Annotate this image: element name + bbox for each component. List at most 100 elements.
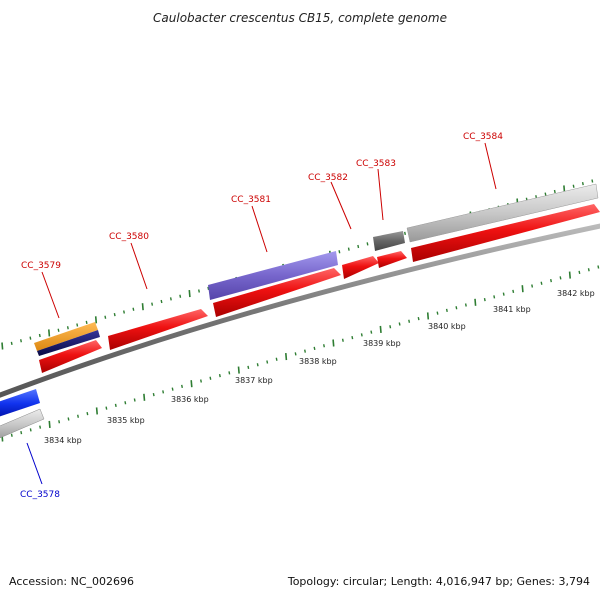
reverse-minor-tick xyxy=(10,433,13,437)
forward-minor-tick xyxy=(160,299,163,304)
reverse-minor-tick xyxy=(370,330,373,334)
label-line-cc3578 xyxy=(26,442,43,485)
gene-label-cc3583[interactable]: CC_3583 xyxy=(356,159,396,169)
reverse-major-tick xyxy=(237,366,240,374)
label-line-cc3579 xyxy=(41,271,60,319)
forward-minor-tick xyxy=(20,339,22,343)
gene-label-cc3581[interactable]: CC_3581 xyxy=(231,195,271,205)
reverse-minor-tick xyxy=(587,268,590,272)
genome-summary-text: Topology: circular; Length: 4,016,947 bp… xyxy=(287,575,590,588)
forward-major-tick xyxy=(188,290,191,298)
gene-block-cc3583-cds[interactable] xyxy=(377,251,407,268)
ruler-label-3840: 3840 kbp xyxy=(428,322,466,331)
forward-minor-tick xyxy=(179,294,182,298)
label-line-cc3581 xyxy=(251,205,268,253)
forward-major-tick xyxy=(94,316,98,324)
reverse-minor-tick xyxy=(550,278,552,283)
forward-minor-tick xyxy=(366,242,369,246)
gene-label-cc3584[interactable]: CC_3584 xyxy=(463,132,503,142)
genome-backbone xyxy=(0,223,600,398)
forward-minor-tick xyxy=(553,189,556,194)
reverse-major-tick xyxy=(568,271,571,279)
reverse-minor-tick xyxy=(124,401,127,405)
gene-label-cc3582[interactable]: CC_3582 xyxy=(308,173,348,183)
forward-minor-tick xyxy=(123,310,125,314)
gene-block-cc3578-blue[interactable] xyxy=(0,389,40,418)
ruler-label-3842: 3842 kbp xyxy=(557,289,595,298)
forward-minor-tick xyxy=(347,247,350,251)
gene-block-cc3580-cds[interactable] xyxy=(108,309,208,350)
forward-minor-tick xyxy=(104,315,107,319)
forward-major-tick xyxy=(48,329,51,337)
reverse-major-tick xyxy=(521,285,524,293)
gene-block-cc3581-cds[interactable] xyxy=(213,268,341,317)
forward-minor-tick xyxy=(151,302,154,306)
reverse-minor-tick xyxy=(29,428,32,432)
reverse-minor-tick xyxy=(228,371,231,375)
label-line-cc3582 xyxy=(330,181,352,230)
forward-minor-tick xyxy=(357,244,360,249)
reverse-minor-tick xyxy=(351,335,354,340)
reverse-minor-tick xyxy=(502,292,505,296)
forward-minor-tick xyxy=(169,297,172,301)
map-title: Caulobacter crescentus CB15, complete ge… xyxy=(153,11,447,25)
ruler-label-3837: 3837 kbp xyxy=(235,376,273,385)
forward-minor-tick xyxy=(544,192,547,196)
gene-label-cc3578[interactable]: CC_3578 xyxy=(20,490,60,500)
reverse-major-tick xyxy=(285,353,288,361)
gene-block-cc3584-gray[interactable] xyxy=(406,183,599,243)
gene-block-cc3578-gray[interactable] xyxy=(0,408,45,440)
ruler-label-3838: 3838 kbp xyxy=(299,357,337,366)
forward-minor-tick xyxy=(57,328,60,332)
forward-minor-tick xyxy=(591,179,594,183)
reverse-minor-tick xyxy=(341,338,344,342)
gene-block-cc3582-cds[interactable] xyxy=(342,256,379,279)
forward-major-tick xyxy=(1,342,4,350)
reverse-minor-tick xyxy=(455,306,458,310)
gene-label-cc3580[interactable]: CC_3580 xyxy=(109,232,149,242)
label-line-cc3580 xyxy=(130,242,148,290)
reverse-major-tick xyxy=(474,298,477,306)
forward-minor-tick xyxy=(76,323,79,327)
reverse-minor-tick xyxy=(39,425,42,429)
reverse-minor-tick xyxy=(67,417,70,421)
accession-text: Accession: NC_002696 xyxy=(9,575,135,588)
label-line-cc3584 xyxy=(484,142,497,190)
reverse-minor-tick xyxy=(323,344,325,348)
reverse-minor-tick xyxy=(162,390,165,394)
gene-label-cc3579[interactable]: CC_3579 xyxy=(21,261,61,271)
reverse-minor-tick xyxy=(247,365,250,370)
reverse-minor-tick xyxy=(86,411,89,416)
forward-minor-tick xyxy=(113,312,116,317)
ruler-label-3839: 3839 kbp xyxy=(363,339,401,348)
reverse-minor-tick xyxy=(493,295,496,299)
ruler-label-3835: 3835 kbp xyxy=(107,416,145,425)
label-line-cc3583 xyxy=(377,168,384,221)
reverse-major-tick xyxy=(95,407,98,415)
forward-minor-tick xyxy=(29,336,32,340)
reverse-minor-tick xyxy=(483,297,486,302)
forward-minor-tick xyxy=(10,341,13,346)
forward-minor-tick xyxy=(66,326,69,330)
gene-block-cc3583-dark[interactable] xyxy=(373,231,405,251)
reverse-minor-tick xyxy=(105,406,108,410)
reverse-minor-tick xyxy=(114,403,117,408)
reverse-minor-tick xyxy=(77,414,79,418)
reverse-minor-tick xyxy=(417,316,420,321)
reverse-minor-tick xyxy=(540,281,543,285)
reverse-major-tick xyxy=(143,393,146,401)
gene-block-cc3581-purple[interactable] xyxy=(208,251,338,300)
gene-block-cc3579-navy[interactable] xyxy=(37,330,100,356)
reverse-minor-tick xyxy=(275,357,278,361)
reverse-minor-tick xyxy=(597,265,600,269)
reverse-minor-tick xyxy=(436,311,439,315)
reverse-minor-tick xyxy=(218,373,221,378)
reverse-minor-tick xyxy=(294,352,297,356)
reverse-major-tick xyxy=(332,339,335,347)
gene-block-cc3584-cds[interactable] xyxy=(411,204,600,262)
gene-block-cc3579-cds[interactable] xyxy=(39,340,102,373)
reverse-minor-tick xyxy=(304,349,306,353)
reverse-minor-tick xyxy=(58,420,61,424)
gene-block-cc3579-orange[interactable] xyxy=(34,322,98,351)
